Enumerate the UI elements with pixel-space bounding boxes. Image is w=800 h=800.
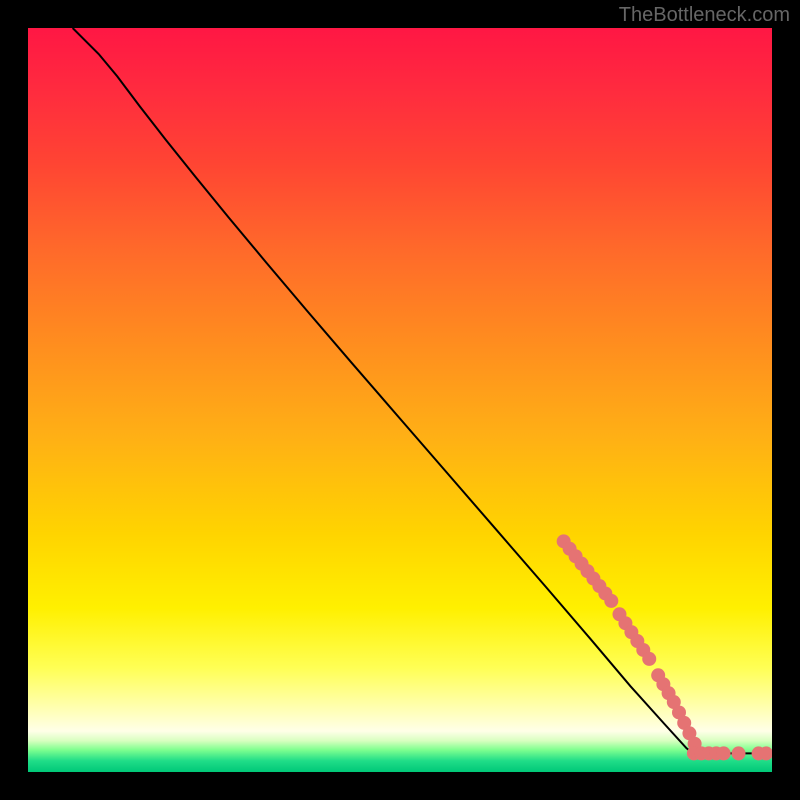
gradient-background <box>28 28 772 772</box>
scatter-marker <box>642 652 656 666</box>
scatter-marker <box>732 746 746 760</box>
plot-svg <box>28 28 772 772</box>
scatter-marker <box>604 594 618 608</box>
watermark-text: TheBottleneck.com <box>619 4 790 27</box>
scatter-marker <box>717 746 731 760</box>
chart-container: TheBottleneck.com <box>0 0 800 800</box>
